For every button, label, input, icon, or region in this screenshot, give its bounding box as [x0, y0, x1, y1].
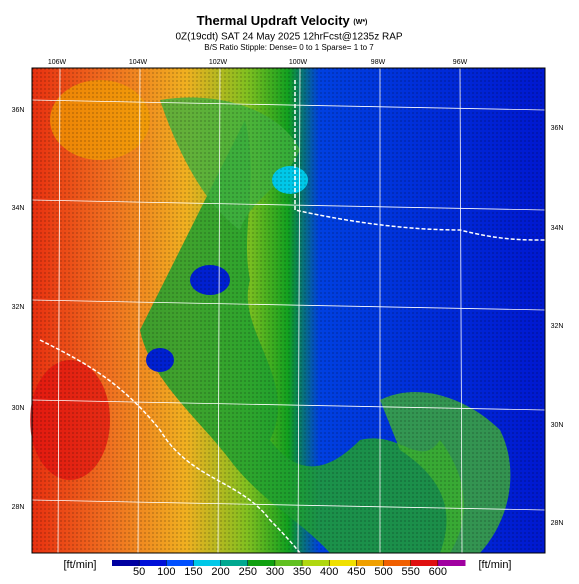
- lon-label: 106W: [48, 59, 67, 66]
- colorbar-swatch: [166, 560, 194, 566]
- colorbar-swatch: [112, 560, 140, 566]
- colorbar-swatch: [383, 560, 412, 566]
- colorbar-tick-label: 450: [347, 566, 365, 578]
- lat-label: 28N: [12, 504, 25, 511]
- colorbar-swatch: [220, 560, 249, 566]
- colorbar-tick-label: 100: [157, 566, 175, 578]
- colorbar-swatch: [410, 560, 439, 566]
- colorbar-swatch: [302, 560, 330, 566]
- lon-label: 98W: [371, 59, 386, 66]
- colorbar-unit: [ft/min]: [63, 559, 96, 571]
- lat-label: 32N: [551, 323, 564, 330]
- colorbar-tick-label: 500: [374, 566, 392, 578]
- colorbar-tick-label: 350: [293, 566, 311, 578]
- title: Thermal Updraft Velocity (W*): [197, 13, 368, 28]
- colorbar-tick-label: 550: [402, 566, 420, 578]
- colorbar-tick-label: 200: [211, 566, 229, 578]
- lat-label: 36N: [12, 107, 25, 114]
- colorbar-tick-label: 250: [239, 566, 257, 578]
- colorbar-swatch: [329, 560, 357, 566]
- stipple-note: B/S Ratio Stipple: Dense= 0 to 1 Sparse=…: [204, 43, 374, 52]
- lat-label: 34N: [551, 225, 564, 232]
- lat-label: 36N: [551, 125, 564, 132]
- colorbar-swatch: [247, 560, 276, 566]
- map: [30, 67, 546, 554]
- lon-label: 100W: [289, 59, 308, 66]
- colorbar-swatch: [356, 560, 385, 566]
- subtitle: 0Z(19cdt) SAT 24 May 2025 12hrFcst@1235z…: [175, 32, 402, 43]
- lat-label: 30N: [551, 422, 564, 429]
- lon-label: 102W: [209, 59, 228, 66]
- colorbar-tick-label: 300: [266, 566, 284, 578]
- lon-label: 104W: [129, 59, 148, 66]
- lat-label: 32N: [12, 304, 25, 311]
- colorbar-tick-label: 50: [133, 566, 145, 578]
- colorbar-unit: [ft/min]: [478, 559, 511, 571]
- colorbar-swatch: [193, 560, 222, 566]
- colorbar-swatch: [437, 560, 466, 566]
- colorbar-tick-label: 600: [429, 566, 447, 578]
- colorbar-swatch: [274, 560, 303, 566]
- lon-label: 96W: [453, 59, 468, 66]
- lat-label: 34N: [12, 205, 25, 212]
- lat-label: 30N: [12, 405, 25, 412]
- colorbar-tick-label: 400: [320, 566, 338, 578]
- lat-label: 28N: [551, 520, 564, 527]
- colorbar-tick-label: 150: [184, 566, 202, 578]
- colorbar-swatch: [139, 560, 167, 566]
